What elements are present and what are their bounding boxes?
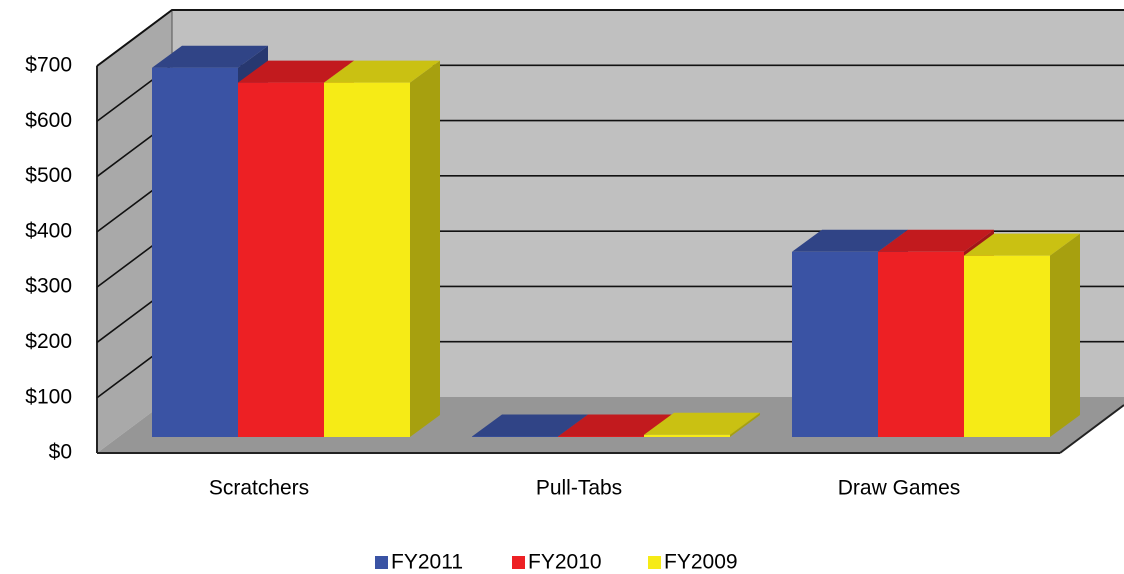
y-tick-label: $100 <box>25 385 72 408</box>
bar-top <box>644 412 760 435</box>
bar <box>472 436 558 437</box>
bar-top <box>152 45 268 68</box>
bar-top <box>238 60 354 83</box>
bar-top <box>878 229 994 252</box>
bar <box>964 255 1050 437</box>
y-tick-label: $0 <box>49 441 72 464</box>
bar-side <box>410 60 440 438</box>
bar-top <box>964 233 1080 256</box>
y-tick-label: $700 <box>25 54 72 77</box>
bar <box>152 67 238 437</box>
bar <box>238 82 324 438</box>
x-tick-label: Draw Games <box>838 477 961 500</box>
legend-label: FY2009 <box>664 551 738 574</box>
bar <box>878 251 964 437</box>
y-tick-label: $200 <box>25 330 72 353</box>
y-tick-label: $300 <box>25 275 72 298</box>
bar-top <box>558 414 674 437</box>
bar <box>324 82 410 438</box>
bar <box>792 251 878 437</box>
bar-side <box>1050 233 1080 437</box>
bar-top <box>792 229 908 252</box>
bar <box>644 434 730 437</box>
grid-line <box>96 9 1124 67</box>
floor-edge <box>1059 404 1124 454</box>
bar <box>558 436 644 437</box>
legend-swatch <box>375 556 388 569</box>
bar-top <box>324 60 440 83</box>
legend-swatch <box>648 556 661 569</box>
legend-label: FY2010 <box>528 551 602 574</box>
y-tick-label: $500 <box>25 164 72 187</box>
x-tick-label: Scratchers <box>209 477 309 500</box>
y-tick-label: $600 <box>25 109 72 132</box>
bar-top <box>472 414 588 437</box>
legend-swatch <box>512 556 525 569</box>
y-tick-label: $400 <box>25 219 72 242</box>
x-tick-label: Pull-Tabs <box>536 477 622 500</box>
legend-label: FY2011 <box>391 551 463 574</box>
bar-side <box>730 412 760 437</box>
